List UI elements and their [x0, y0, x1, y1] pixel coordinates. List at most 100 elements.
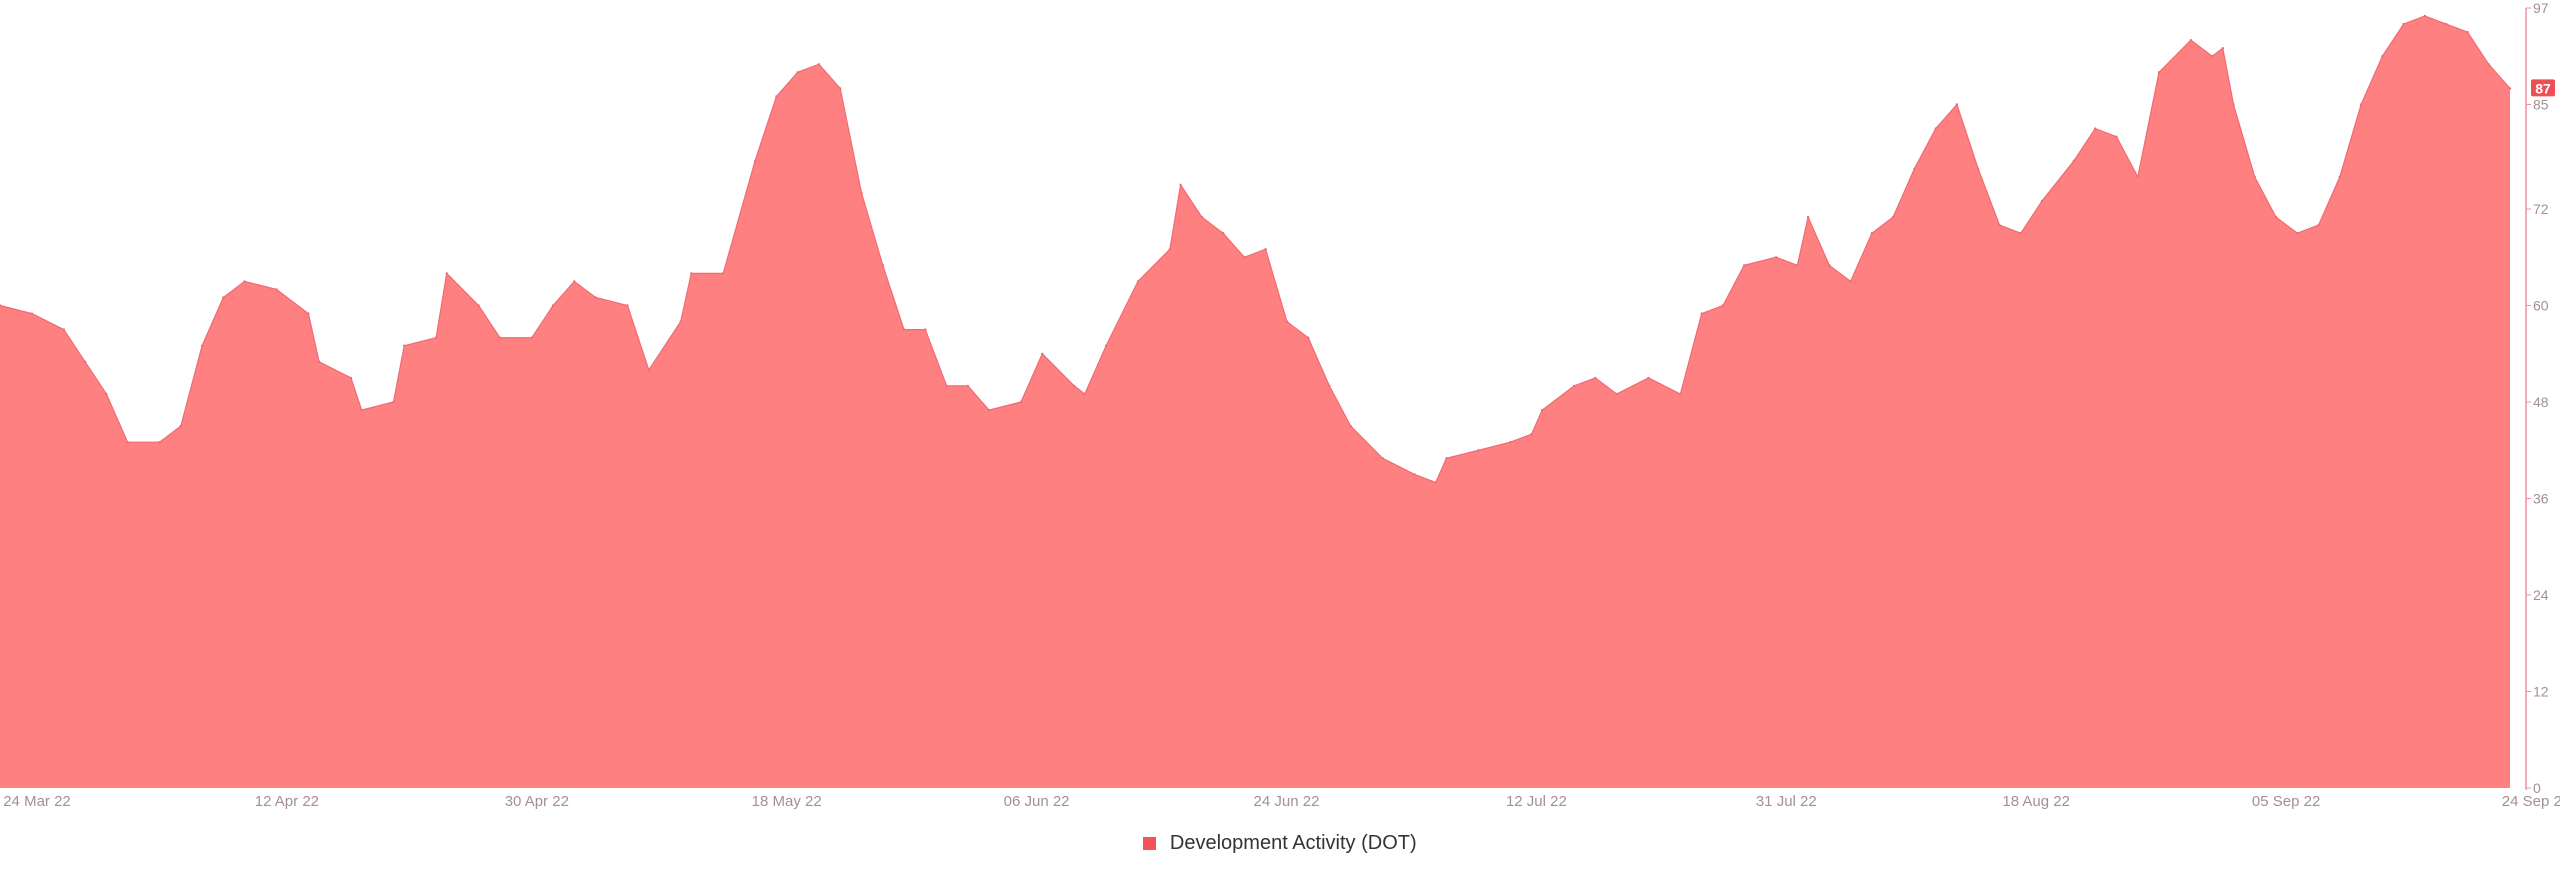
data-point [1349, 424, 1352, 428]
data-point [2232, 103, 2235, 106]
x-tick-label: 30 Apr 22 [505, 793, 569, 810]
data-point [753, 159, 757, 162]
data-point [392, 400, 395, 404]
data-point [839, 87, 842, 90]
data-point [2274, 215, 2278, 219]
y-tick-label: 72 [2533, 201, 2549, 217]
data-point [1041, 352, 1044, 355]
y-tick-label: 36 [2533, 491, 2549, 507]
data-point [1913, 167, 1916, 170]
data-point [881, 264, 884, 267]
data-point [2508, 87, 2512, 90]
data-point [200, 344, 204, 347]
data-point [30, 312, 34, 315]
data-point [1264, 248, 1267, 251]
data-point [679, 320, 682, 323]
data-point [1179, 183, 1182, 187]
data-point [1019, 400, 1023, 404]
data-point [1615, 392, 1618, 396]
data-point [2211, 55, 2214, 58]
y-tick-label: 85 [2533, 97, 2549, 113]
x-tick-label: 24 Sep 22 [2502, 793, 2560, 810]
data-point [126, 441, 129, 444]
data-point [1774, 256, 1778, 259]
data-point [2115, 135, 2118, 138]
legend-swatch [1143, 837, 1157, 850]
data-point [1796, 264, 1799, 267]
data-point [860, 191, 863, 195]
data-point [1934, 127, 1937, 130]
data-point [1083, 392, 1087, 396]
data-point [1849, 280, 1852, 283]
data-point [2157, 71, 2161, 74]
y-axis: 0 12 24 36 48 60 72 85 97 [2525, 0, 2549, 796]
data-point [690, 272, 693, 275]
data-point [594, 296, 597, 299]
y-tick-label: 24 [2533, 587, 2549, 603]
legend[interactable]: Development Activity (DOT) [0, 832, 2560, 855]
data-point [477, 304, 480, 307]
x-tick-label: 05 Sep 22 [2252, 793, 2320, 810]
x-tick-label: 12 Jul 22 [1506, 793, 1567, 810]
x-axis: 24 Mar 22 12 Apr 22 30 Apr 22 18 May 22 06 J… [3, 793, 2560, 810]
data-point [1721, 304, 1725, 307]
data-point [83, 360, 87, 363]
data-point [924, 328, 927, 331]
data-point [2189, 39, 2193, 42]
x-tick-label: 24 Mar 22 [3, 793, 71, 810]
data-point [2072, 159, 2076, 162]
data-point [275, 288, 278, 291]
data-point [62, 328, 65, 331]
data-point [2317, 223, 2320, 227]
data-point [2402, 22, 2405, 26]
x-tick-label: 24 Jun 22 [1254, 793, 1320, 810]
data-point [1307, 336, 1310, 339]
data-point [1445, 457, 1448, 460]
data-point [1977, 167, 1980, 170]
data-point [945, 384, 948, 388]
data-point [1168, 248, 1172, 251]
data-point [1647, 376, 1650, 380]
data-point [1509, 441, 1512, 444]
data-point [1998, 223, 2001, 227]
legend-label: Development Activity (DOT) [1169, 832, 1417, 854]
data-point [445, 272, 448, 275]
data-point [0, 304, 2, 307]
data-point [243, 280, 246, 283]
data-point [2381, 55, 2384, 58]
data-point [1743, 264, 1746, 267]
x-tick-label: 18 May 22 [752, 793, 822, 810]
data-point [902, 328, 906, 331]
data-point [307, 312, 310, 315]
data-point [1572, 384, 1576, 388]
data-point [2487, 63, 2490, 66]
y-tick-label: 97 [2533, 0, 2549, 16]
data-point [2338, 175, 2341, 179]
y-tick-label: 60 [2533, 298, 2549, 314]
data-point [1955, 103, 1959, 106]
badge-value: 87 [2535, 80, 2551, 96]
data-point [434, 336, 438, 339]
x-tick-label: 12 Apr 22 [255, 793, 319, 810]
y-tick-label: 12 [2533, 684, 2549, 700]
data-point [817, 63, 821, 66]
data-point [1828, 264, 1831, 267]
data-point [2019, 232, 2023, 235]
data-point [1530, 433, 1533, 436]
data-point [530, 336, 533, 339]
data-point [1891, 215, 1895, 219]
data-point [1136, 280, 1140, 283]
data-point [1285, 320, 1289, 323]
data-point [1413, 473, 1416, 476]
data-point [573, 280, 576, 283]
data-point [158, 441, 161, 444]
y-tick-label: 0 [2533, 780, 2541, 796]
data-point [2466, 30, 2469, 34]
data-point [317, 360, 321, 363]
data-point [2445, 22, 2448, 26]
area-layer [0, 14, 2512, 788]
data-point [2136, 175, 2139, 179]
data-point [2296, 232, 2299, 235]
